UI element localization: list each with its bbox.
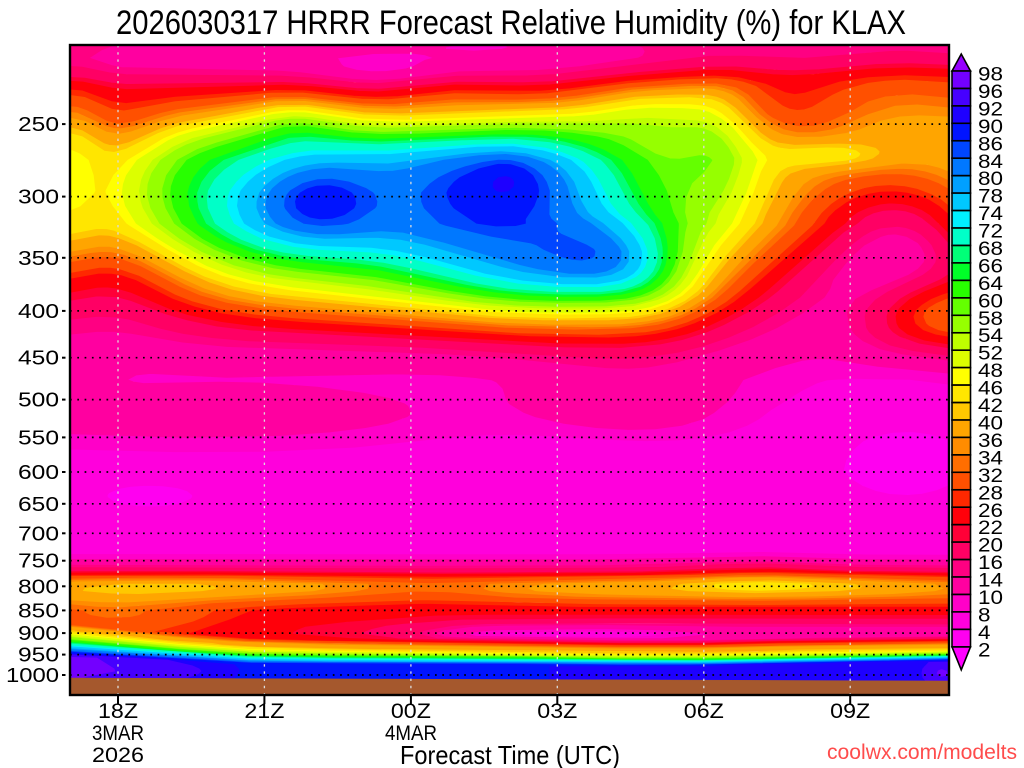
- svg-text:850: 850: [18, 600, 59, 622]
- svg-text:2026: 2026: [92, 744, 144, 767]
- svg-text:16: 16: [978, 552, 1003, 574]
- svg-text:18Z: 18Z: [98, 700, 138, 723]
- svg-text:22: 22: [978, 517, 1003, 539]
- svg-text:48: 48: [978, 360, 1003, 382]
- svg-text:700: 700: [18, 523, 59, 545]
- svg-text:92: 92: [978, 98, 1003, 120]
- svg-text:650: 650: [18, 494, 59, 516]
- svg-text:68: 68: [978, 238, 1003, 260]
- svg-text:46: 46: [978, 378, 1003, 400]
- svg-text:78: 78: [978, 186, 1003, 208]
- svg-text:Forecast Time (UTC): Forecast Time (UTC): [400, 740, 620, 768]
- svg-text:64: 64: [978, 273, 1003, 295]
- svg-text:98: 98: [978, 64, 1003, 86]
- svg-text:20: 20: [978, 535, 1003, 557]
- svg-text:450: 450: [18, 348, 59, 370]
- svg-text:750: 750: [18, 551, 59, 573]
- svg-text:40: 40: [978, 413, 1003, 435]
- svg-text:54: 54: [978, 325, 1003, 347]
- svg-text:34: 34: [978, 447, 1003, 469]
- svg-text:28: 28: [978, 482, 1003, 504]
- svg-text:300: 300: [18, 187, 59, 209]
- svg-text:10: 10: [978, 587, 1003, 609]
- svg-text:4MAR: 4MAR: [385, 722, 437, 745]
- svg-text:900: 900: [18, 623, 59, 645]
- svg-text:03Z: 03Z: [537, 700, 577, 723]
- svg-text:8: 8: [978, 604, 991, 626]
- svg-text:96: 96: [978, 81, 1003, 103]
- svg-text:250: 250: [18, 114, 59, 136]
- svg-text:58: 58: [978, 308, 1003, 330]
- svg-text:52: 52: [978, 343, 1003, 365]
- svg-text:66: 66: [978, 255, 1003, 277]
- svg-text:84: 84: [978, 151, 1003, 173]
- svg-text:42: 42: [978, 395, 1003, 417]
- svg-text:09Z: 09Z: [830, 700, 870, 723]
- svg-text:800: 800: [18, 576, 59, 598]
- svg-text:14: 14: [978, 570, 1003, 592]
- svg-text:60: 60: [978, 290, 1003, 312]
- svg-text:21Z: 21Z: [244, 700, 284, 723]
- svg-text:06Z: 06Z: [684, 700, 724, 723]
- svg-text:32: 32: [978, 465, 1003, 487]
- svg-text:86: 86: [978, 133, 1003, 155]
- svg-text:350: 350: [18, 248, 59, 270]
- svg-text:90: 90: [978, 116, 1003, 138]
- svg-text:4: 4: [978, 622, 991, 644]
- svg-text:2: 2: [978, 639, 991, 661]
- svg-text:coolwx.com/modelts: coolwx.com/modelts: [827, 741, 1017, 764]
- svg-text:00Z: 00Z: [391, 700, 431, 723]
- svg-text:950: 950: [18, 645, 59, 667]
- svg-text:550: 550: [18, 427, 59, 449]
- svg-text:400: 400: [18, 301, 59, 323]
- svg-text:72: 72: [978, 221, 1003, 243]
- svg-text:26: 26: [978, 500, 1003, 522]
- svg-text:2026030317 HRRR Forecast Relat: 2026030317 HRRR Forecast Relative Humidi…: [116, 4, 906, 42]
- svg-text:36: 36: [978, 430, 1003, 452]
- svg-text:1000: 1000: [6, 665, 59, 687]
- svg-text:600: 600: [18, 462, 59, 484]
- svg-text:3MAR: 3MAR: [92, 722, 144, 745]
- svg-text:74: 74: [978, 203, 1003, 225]
- svg-text:500: 500: [18, 390, 59, 412]
- svg-text:80: 80: [978, 168, 1003, 190]
